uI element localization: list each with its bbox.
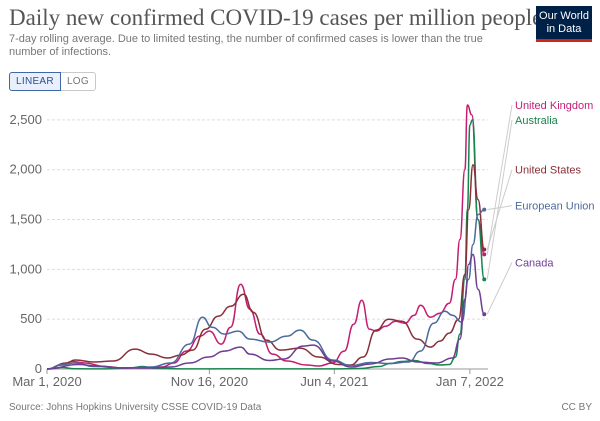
linear-scale-button[interactable]: LINEAR [9, 72, 61, 91]
y-tick-label: 1,500 [9, 212, 42, 227]
series-line[interactable] [46, 119, 486, 370]
legend: United Kingdom Australia United States Euro… [486, 100, 595, 315]
legend-label[interactable]: Canada [515, 257, 554, 269]
y-tick-label: 2,500 [9, 112, 42, 127]
series-line[interactable] [46, 253, 486, 370]
logo-line-1: Our World [539, 10, 589, 22]
series-end-point [482, 207, 487, 212]
y-tick-label: 2,000 [9, 162, 42, 177]
legend-connector [486, 119, 513, 280]
y-tick-label: 1,000 [9, 261, 42, 276]
series-end-point [482, 312, 487, 317]
license-link[interactable]: CC BY [561, 402, 592, 413]
source-note[interactable]: Source: Johns Hopkins University CSSE CO… [9, 402, 262, 413]
legend-label[interactable]: European Union [515, 201, 595, 213]
owid-logo[interactable]: Our World in Data [536, 6, 592, 42]
x-tick-label: Mar 1, 2020 [12, 374, 81, 389]
chart-title: Daily new confirmed COVID-19 cases per m… [9, 5, 543, 30]
log-scale-button[interactable]: LOG [60, 72, 96, 91]
series-line[interactable] [46, 104, 486, 370]
legend-label[interactable]: United States [515, 165, 582, 177]
series-end-point [482, 247, 487, 252]
y-tick-label: 0 [35, 361, 42, 376]
x-tick-label: Nov 16, 2020 [171, 374, 248, 389]
series-line[interactable] [46, 164, 486, 370]
series-lines[interactable] [46, 104, 487, 370]
logo-line-2: in Data [546, 23, 582, 35]
legend-connector [486, 262, 513, 315]
legend-connector [486, 169, 513, 250]
chart-subtitle: 7-day rolling average. Due to limited te… [9, 33, 483, 58]
scale-toggle: LINEAR LOG [9, 72, 96, 91]
legend-label[interactable]: United Kingdom [515, 100, 593, 112]
y-tick-label: 500 [20, 311, 42, 326]
axes: 0 500 1,000 1,500 2,000 2,500 Mar 1, 2020 Nov 1… [9, 112, 503, 389]
grid-lines [47, 119, 488, 320]
legend-label[interactable]: Australia [515, 115, 559, 127]
x-tick-label: Jan 7, 2022 [436, 374, 504, 389]
legend-connector [487, 205, 513, 211]
legend-connector [486, 104, 513, 255]
series-end-point [482, 277, 487, 282]
series-end-point [482, 252, 487, 257]
x-tick-label: Jun 4, 2021 [300, 374, 368, 389]
series-line[interactable] [46, 208, 485, 370]
